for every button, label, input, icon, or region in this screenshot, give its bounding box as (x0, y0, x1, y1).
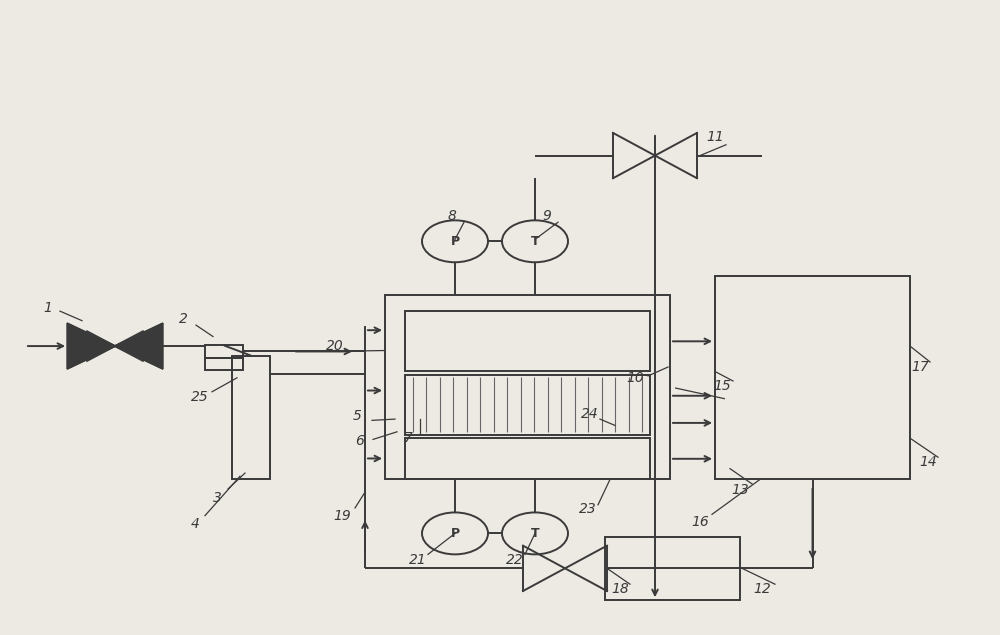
Text: 7: 7 (404, 431, 412, 445)
Text: 8: 8 (448, 209, 456, 223)
Text: 21: 21 (409, 553, 427, 567)
Text: 16: 16 (691, 515, 709, 529)
Text: 6: 6 (356, 434, 364, 448)
Text: 23: 23 (579, 502, 597, 516)
Text: 22: 22 (506, 553, 524, 567)
Bar (405, 438, 650, 479)
Text: 12: 12 (753, 582, 771, 596)
Text: P: P (450, 235, 460, 248)
Text: 14: 14 (919, 455, 937, 469)
Text: 4: 4 (191, 517, 199, 531)
Text: 3: 3 (213, 491, 221, 505)
Text: 2: 2 (179, 312, 187, 326)
Text: 1: 1 (44, 301, 52, 315)
Bar (405, 311, 650, 371)
Text: 18: 18 (611, 582, 629, 596)
Polygon shape (67, 323, 115, 369)
Text: 10: 10 (626, 371, 644, 385)
Text: 20: 20 (326, 339, 344, 353)
Text: 17: 17 (911, 360, 929, 374)
Text: 9: 9 (543, 209, 551, 223)
Bar (715, 276, 910, 479)
Text: 24: 24 (581, 407, 599, 421)
Bar (405, 375, 650, 435)
Text: P: P (450, 527, 460, 540)
Text: 19: 19 (333, 509, 351, 523)
Text: 13: 13 (731, 483, 749, 497)
Bar (605, 537, 740, 600)
Polygon shape (115, 323, 163, 369)
Bar (205, 345, 243, 358)
Bar (232, 356, 270, 479)
Text: 5: 5 (353, 409, 361, 423)
Text: 11: 11 (706, 130, 724, 144)
Text: 25: 25 (191, 390, 209, 404)
Bar (205, 358, 243, 370)
Text: 15: 15 (713, 379, 731, 393)
Text: T: T (531, 527, 539, 540)
Text: T: T (531, 235, 539, 248)
Bar (385, 295, 670, 479)
